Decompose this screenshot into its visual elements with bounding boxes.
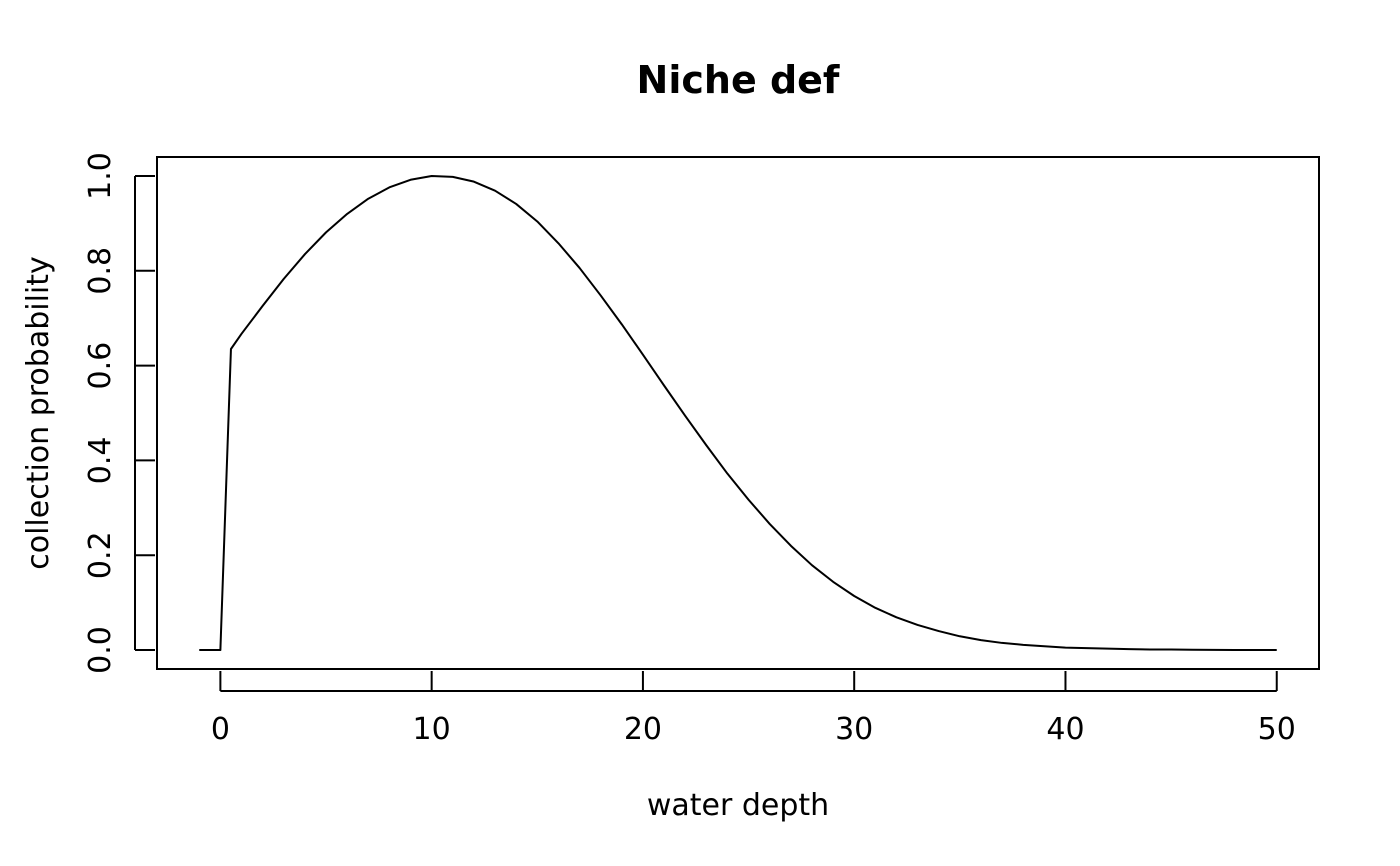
y-axis-label: collection probability [21,256,56,570]
chart-title: Niche def [637,58,840,102]
x-axis: 0 10 20 30 40 50 [211,671,1296,747]
y-axis: 0.0 0.2 0.4 0.6 0.8 1.0 [83,152,155,674]
x-tick-label: 40 [1046,712,1084,747]
y-tick-label: 0.4 [83,437,118,485]
x-tick-label: 30 [835,712,873,747]
y-tick-label: 0.2 [83,531,118,579]
y-tick-label: 0.8 [83,247,118,295]
y-tick-label: 1.0 [83,152,118,200]
x-tick-label: 50 [1258,712,1296,747]
x-tick-label: 20 [624,712,662,747]
series-layer [199,174,1277,652]
x-axis-label: water depth [647,788,829,823]
y-tick-label: 0.0 [83,626,118,674]
x-tick-label: 0 [211,712,230,747]
y-tick-label: 0.6 [83,342,118,390]
x-tick-label: 10 [413,712,451,747]
plot-frame [156,156,1320,670]
series-line-0 [199,174,1277,652]
